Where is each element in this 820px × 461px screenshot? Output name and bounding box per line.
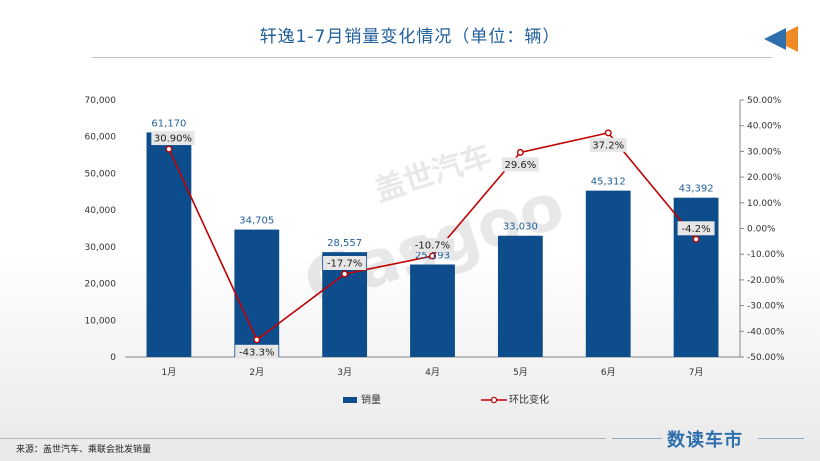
bar-data-label: 28,557 [327,238,362,249]
chart-title: 轩逸1-7月销量变化情况（单位：辆） [259,27,561,47]
x-tick-label: 2月 [249,367,264,378]
brand-rule-left [612,438,662,439]
line-data-label: -4.2% [682,224,711,235]
x-tick-label: 5月 [513,367,528,378]
bar [497,235,543,357]
y2-tick-label: 50.00% [747,96,782,106]
x-tick-label: 4月 [425,367,440,378]
y-tick-label: 0 [110,353,116,363]
y-tick-label: 40,000 [85,206,117,216]
line-label-box [589,137,627,152]
y2-tick-label: -40.00% [747,327,785,337]
footer-divider [0,438,606,439]
x-tick-label: 6月 [601,367,616,378]
bar-data-label: 43,392 [679,184,714,195]
y-tick-label: 20,000 [85,280,117,290]
legend-swatch-mom [481,396,507,404]
line-point [341,270,349,278]
y2-tick-label: -30.00% [747,302,785,312]
legend-item-mom: 环比变化 [481,391,549,406]
line-data-label: 30.90% [154,134,192,145]
y-tick-label: 50,000 [85,169,117,179]
line-data-label: -43.3% [239,347,274,358]
y2-tick-label: -10.00% [747,250,785,260]
line-label-box [501,157,539,172]
title-divider [92,57,772,58]
line-data-label: -10.7% [415,240,450,251]
line-point [604,129,612,137]
legend-item-sales: 销量 [343,391,381,406]
y2-tick-label: 0.00% [747,225,776,235]
y-tick-label: 10,000 [85,316,117,326]
y-tick-label: 30,000 [85,243,117,253]
source-note: 来源：盖世汽车、乘联会批发销量 [16,445,152,455]
line-label-box [323,255,367,270]
x-tick-label: 3月 [337,367,352,378]
bar [410,264,455,357]
bar [585,190,631,357]
y2-tick-label: 40.00% [747,122,782,132]
line-point [165,145,173,153]
bar-data-label: 25,193 [415,251,450,262]
bar [234,229,280,357]
y-tick-label: 60,000 [85,133,117,143]
line-label-box [151,131,195,146]
line-label-box [677,221,715,236]
line-data-label: 29.6% [504,160,536,171]
y2-tick-label: 30.00% [747,147,782,157]
line-point [692,235,700,243]
brand-logo: 数读车市 [667,430,743,451]
corner-arrow-icon [760,26,800,56]
y2-tick-label: 20.00% [747,173,782,183]
bar-data-label: 33,030 [503,222,538,233]
bar-data-label: 61,170 [151,118,186,129]
y2-tick-label: -50.00% [747,353,785,363]
bar-data-label: 45,312 [591,177,626,188]
y2-tick-label: 10.00% [747,199,782,209]
bar [146,132,192,357]
x-tick-label: 7月 [689,367,704,378]
legend-label-mom: 环比变化 [509,395,549,406]
line-data-label: -17.7% [327,258,362,269]
line-data-label: 37.2% [592,140,624,151]
y-tick-label: 70,000 [85,96,117,106]
line-label-box [235,344,279,359]
brand-rule-right [758,438,804,439]
line-point [253,336,261,344]
y2-tick-label: -20.00% [747,276,785,286]
line-point [516,148,524,156]
legend-swatch-sales [343,397,357,403]
line-label-box [410,237,455,252]
legend-label-sales: 销量 [361,395,381,406]
line-point [429,252,437,260]
bar-data-label: 34,705 [239,216,274,227]
x-tick-label: 1月 [162,367,177,378]
